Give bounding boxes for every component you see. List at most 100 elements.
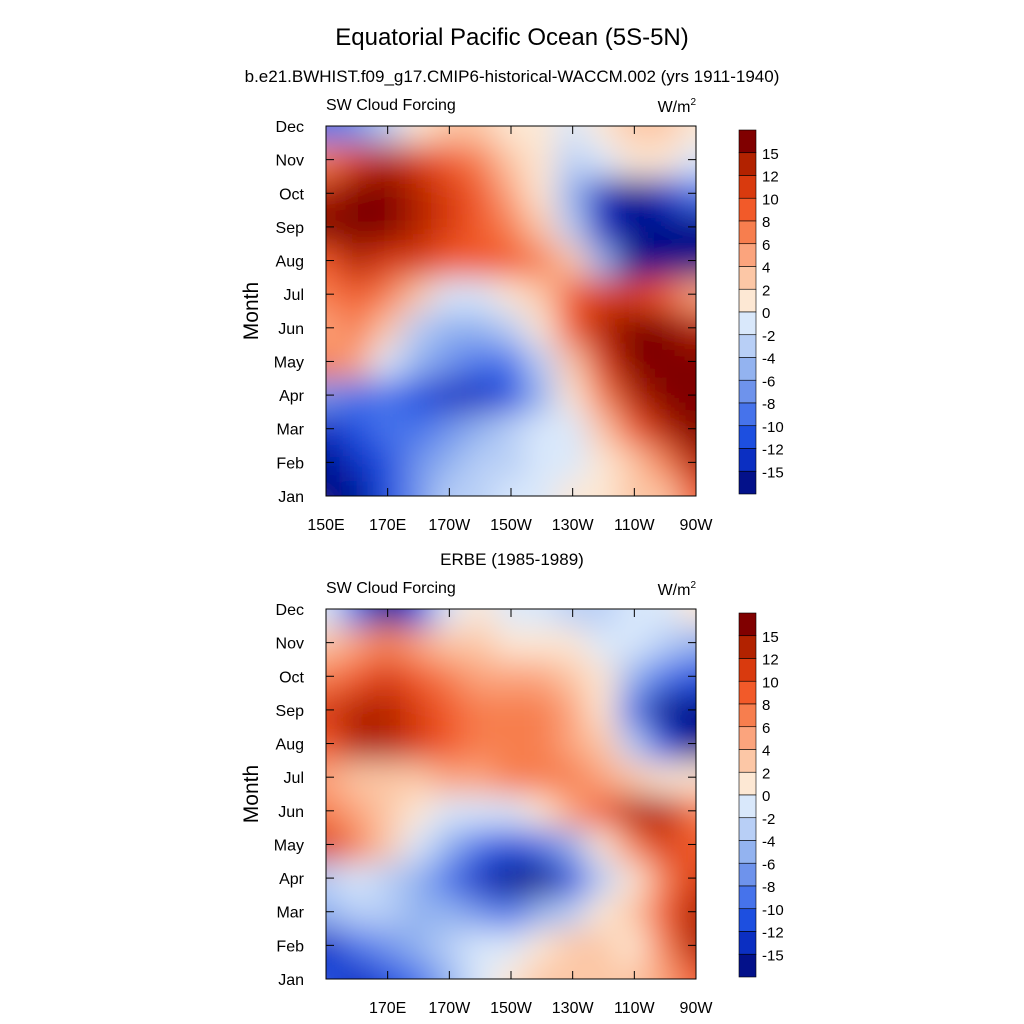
x-tick-label: 150W bbox=[490, 517, 533, 534]
heat-cell bbox=[494, 377, 528, 413]
model-panel: SW Cloud Forcing W/m2 Month Jan Feb Mar Apr… bbox=[240, 97, 713, 534]
heat-cell bbox=[617, 126, 651, 144]
heat-cell bbox=[326, 126, 343, 144]
colorbar-label: -2 bbox=[762, 811, 775, 828]
heat-cell bbox=[340, 209, 374, 245]
figure-title: Equatorial Pacific Ocean (5S-5N) bbox=[335, 24, 688, 51]
heat-cell bbox=[402, 276, 435, 312]
heat-cell bbox=[525, 826, 559, 863]
erbe-units-base: W/m bbox=[658, 582, 691, 599]
heat-cell bbox=[587, 310, 620, 346]
colorbar-swatch bbox=[738, 749, 757, 773]
heat-cell bbox=[679, 624, 696, 661]
heat-cell bbox=[326, 444, 343, 481]
heat-cell bbox=[648, 893, 682, 930]
x-tick-label: 170E bbox=[369, 517, 406, 534]
colorbar-swatch bbox=[738, 266, 757, 290]
colorbar-swatch bbox=[738, 931, 757, 955]
heat-cell bbox=[340, 444, 374, 481]
heat-cell bbox=[463, 444, 497, 481]
heat-cell bbox=[340, 242, 374, 279]
heat-cell bbox=[463, 793, 497, 829]
erbe-contour-field bbox=[326, 609, 696, 979]
model-left-label: SW Cloud Forcing bbox=[326, 97, 456, 114]
colorbar-label: -10 bbox=[762, 902, 784, 919]
y-tick-label: Feb bbox=[276, 938, 304, 955]
colorbar-swatch bbox=[738, 862, 757, 887]
colorbar-label: 8 bbox=[762, 214, 770, 231]
heat-cell bbox=[402, 624, 435, 661]
colorbar-label: 15 bbox=[762, 146, 779, 163]
heat-cell bbox=[556, 893, 590, 930]
heat-cell bbox=[432, 175, 466, 212]
heat-cell bbox=[648, 927, 682, 964]
heat-cell bbox=[494, 860, 528, 896]
heat-cell bbox=[617, 175, 651, 212]
heat-cell bbox=[371, 175, 405, 212]
heat-cell bbox=[587, 826, 620, 863]
heat-cell bbox=[617, 444, 651, 481]
heat-cell bbox=[679, 141, 696, 178]
heat-cell bbox=[617, 759, 651, 795]
y-tick-label: Mar bbox=[276, 905, 304, 922]
heat-cell bbox=[402, 141, 435, 178]
heat-cell bbox=[402, 310, 435, 346]
heat-cell bbox=[371, 276, 405, 312]
heat-cell bbox=[463, 478, 497, 496]
heat-cell bbox=[432, 276, 466, 312]
heat-cell bbox=[371, 759, 405, 795]
x-tick-label: 170E bbox=[369, 1000, 406, 1017]
heat-cell bbox=[494, 793, 528, 829]
heat-cell bbox=[326, 860, 343, 896]
heat-cell bbox=[463, 141, 497, 178]
heat-cell bbox=[371, 793, 405, 829]
x-tick-label: 90W bbox=[680, 1000, 714, 1017]
heat-cell bbox=[525, 410, 559, 447]
heat-cell bbox=[617, 826, 651, 863]
y-tick-label: May bbox=[274, 837, 304, 854]
heat-cell bbox=[679, 793, 696, 829]
colorbar-swatch bbox=[738, 635, 757, 659]
heat-cell bbox=[525, 759, 559, 795]
heat-cell bbox=[648, 242, 682, 279]
colorbar-label: -15 bbox=[762, 464, 784, 481]
heat-cell bbox=[326, 310, 343, 346]
heat-cell bbox=[326, 276, 343, 312]
heat-cell bbox=[587, 276, 620, 312]
model-y-axis-label: Month bbox=[240, 282, 263, 340]
heat-cell bbox=[371, 343, 405, 380]
heat-cell bbox=[402, 609, 435, 627]
heat-cell bbox=[587, 444, 620, 481]
heat-cell bbox=[432, 410, 466, 447]
heat-cell bbox=[617, 725, 651, 762]
heat-cell bbox=[432, 793, 466, 829]
y-tick-label: Feb bbox=[276, 455, 304, 472]
heat-cell bbox=[648, 609, 682, 627]
heat-cell bbox=[340, 793, 374, 829]
model-y-ticks: Jan Feb Mar Apr May Jun Jul Aug Sep Oct Nov Dec bbox=[274, 119, 696, 506]
heat-cell bbox=[326, 242, 343, 279]
heat-cell bbox=[556, 927, 590, 964]
heat-cell bbox=[617, 609, 651, 627]
heat-cell bbox=[371, 692, 405, 728]
colorbar-label: -12 bbox=[762, 925, 784, 942]
heat-cell bbox=[525, 343, 559, 380]
y-tick-label: Oct bbox=[279, 669, 304, 686]
erbe-units-superscript: 2 bbox=[690, 580, 696, 591]
heat-cell bbox=[432, 141, 466, 178]
erbe-colorbar: 15 12 10 8 6 4 2 0 -2 -4 -6 -8 -10 -12 -15 bbox=[738, 612, 784, 978]
heat-cell bbox=[432, 893, 466, 930]
heat-cell bbox=[556, 961, 590, 979]
heat-cell bbox=[587, 658, 620, 695]
heat-cell bbox=[402, 692, 435, 728]
heat-cell bbox=[432, 759, 466, 795]
heat-cell bbox=[525, 658, 559, 695]
colorbar-swatch bbox=[738, 425, 757, 449]
heat-cell bbox=[340, 276, 374, 312]
y-tick-label: Jun bbox=[278, 321, 304, 338]
heat-cell bbox=[556, 793, 590, 829]
colorbar-swatch bbox=[738, 197, 757, 222]
colorbar-swatch bbox=[738, 680, 757, 705]
heat-cell bbox=[402, 478, 435, 496]
colorbar-swatch bbox=[738, 726, 757, 750]
